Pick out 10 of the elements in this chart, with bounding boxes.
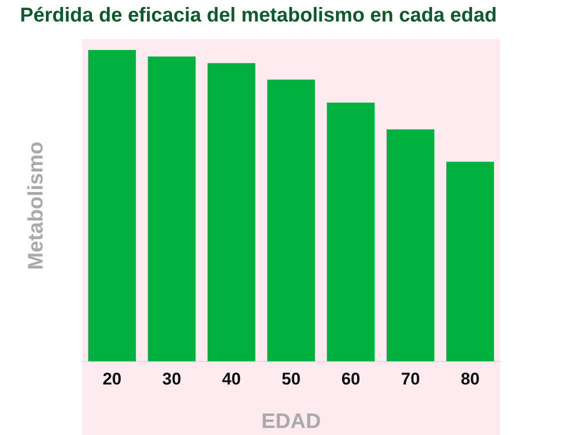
x-tick-label: 50 bbox=[282, 369, 301, 388]
x-tick-label: 80 bbox=[460, 369, 480, 388]
x-tick-label: 60 bbox=[341, 369, 360, 388]
y-axis-title: Metabolismo bbox=[24, 142, 48, 270]
x-tick-label: 70 bbox=[401, 369, 420, 388]
x-tick-label: 40 bbox=[222, 369, 241, 388]
x-axis-title: EDAD bbox=[261, 410, 321, 434]
x-tick-label: 20 bbox=[102, 369, 122, 388]
x-tick-label: 30 bbox=[162, 369, 182, 388]
chart-title: Pérdida de eficacia del metabolismo en cada edad bbox=[20, 4, 497, 27]
